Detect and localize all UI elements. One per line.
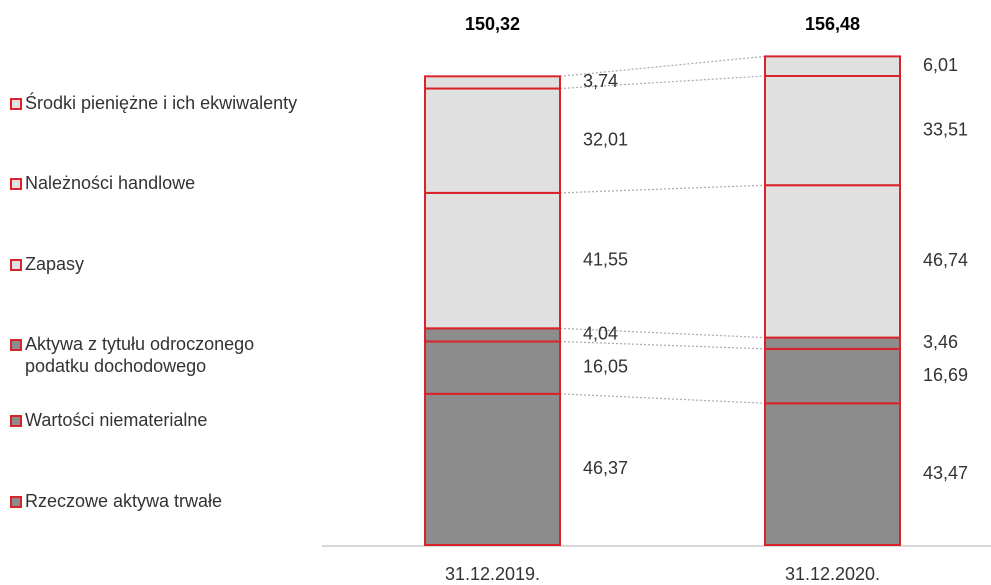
- data-label: 6,01: [923, 55, 958, 75]
- bar-segment: [764, 74, 901, 187]
- legend-item: Rzeczowe aktywa trwałe: [10, 490, 315, 512]
- legend-label: Środki pieniężne i ich ekwiwalenty: [25, 93, 298, 113]
- legend-swatch: [10, 496, 22, 508]
- legend-label: Rzeczowe aktywa trwałe: [25, 491, 223, 511]
- data-label: 46,74: [923, 250, 968, 270]
- data-label: 43,47: [923, 463, 968, 483]
- total-label: 156,48: [805, 14, 860, 34]
- bar-segment: [764, 184, 901, 339]
- bar-segment: [764, 336, 901, 350]
- bar-segment: [764, 347, 901, 405]
- bar-segment: [424, 340, 561, 395]
- connector: [559, 393, 766, 404]
- data-label: 33,51: [923, 119, 968, 139]
- legend-label: Zapasy: [25, 254, 85, 274]
- x-tick-label: 31.12.2020.: [785, 564, 880, 584]
- data-label: 3,74: [583, 71, 618, 91]
- legend-label: Wartości niematerialne: [25, 410, 208, 430]
- data-label: 41,55: [583, 249, 628, 269]
- legend-swatch: [10, 415, 22, 427]
- legend-label: Aktywa z tytułu odroczonego podatku doch…: [25, 334, 255, 376]
- data-label: 3,46: [923, 332, 958, 352]
- bar-segment: [424, 327, 561, 343]
- bar-segment: [764, 402, 901, 547]
- legend-item: Zapasy: [10, 253, 315, 275]
- x-tick-label: 31.12.2019.: [445, 564, 540, 584]
- bar-segment: [424, 191, 561, 330]
- bar-segment: [424, 392, 561, 546]
- data-label: 4,04: [583, 324, 618, 344]
- legend-item: Aktywa z tytułu odroczonego podatku doch…: [10, 333, 315, 377]
- legend-swatch: [10, 259, 22, 271]
- data-label: 32,01: [583, 129, 628, 149]
- legend-swatch: [10, 339, 22, 351]
- legend-swatch: [10, 178, 22, 190]
- data-label: 46,37: [583, 458, 628, 478]
- legend-item: Środki pieniężne i ich ekwiwalenty: [10, 92, 315, 114]
- data-label: 16,05: [583, 356, 628, 376]
- bar-segment: [424, 75, 561, 90]
- legend-item: Wartości niematerialne: [10, 409, 315, 431]
- legend-label: Należności handlowe: [25, 173, 196, 193]
- legend-swatch: [10, 98, 22, 110]
- bar-segment: [764, 55, 901, 77]
- data-label: 16,69: [923, 365, 968, 385]
- connector: [559, 184, 766, 194]
- total-label: 150,32: [465, 14, 520, 34]
- legend-item: Należności handlowe: [10, 172, 315, 194]
- bar-segment: [424, 87, 561, 194]
